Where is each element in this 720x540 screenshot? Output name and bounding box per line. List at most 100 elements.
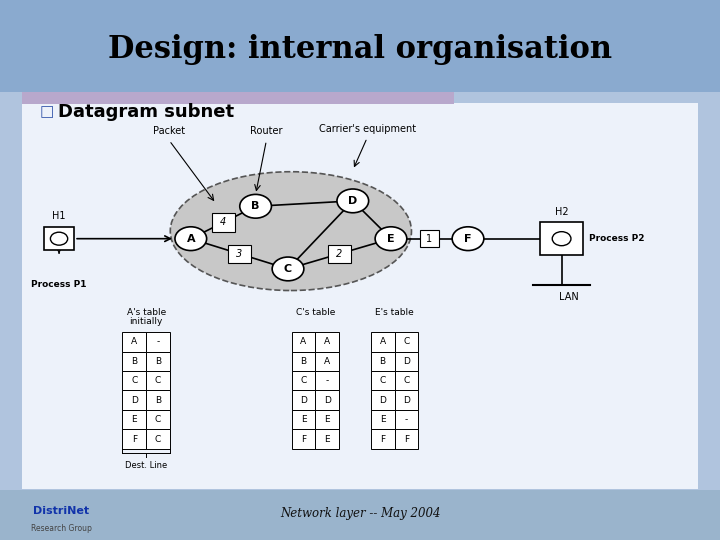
Bar <box>371 332 395 352</box>
Text: H1: H1 <box>53 211 66 221</box>
Bar <box>395 332 418 352</box>
Text: D: D <box>131 396 138 404</box>
Text: C: C <box>155 376 161 385</box>
Text: F: F <box>132 435 137 443</box>
Text: B: B <box>155 357 161 366</box>
Bar <box>122 410 146 429</box>
Circle shape <box>272 257 304 281</box>
FancyBboxPatch shape <box>328 245 351 263</box>
Text: Network layer -- May 2004: Network layer -- May 2004 <box>280 507 440 519</box>
Circle shape <box>452 227 484 251</box>
Bar <box>146 371 170 390</box>
Text: D: D <box>403 396 410 404</box>
Text: F: F <box>404 435 409 443</box>
Bar <box>146 332 170 352</box>
Bar <box>371 429 395 449</box>
Bar <box>315 371 339 390</box>
Text: Datagram subnet: Datagram subnet <box>58 103 234 121</box>
Bar <box>122 352 146 371</box>
Bar <box>0 490 720 540</box>
Text: E: E <box>380 415 385 424</box>
Bar <box>292 390 315 410</box>
Text: A: A <box>186 234 195 244</box>
Text: 2: 2 <box>336 249 343 259</box>
Bar <box>540 222 583 255</box>
Text: C: C <box>300 376 307 385</box>
Text: Process P1: Process P1 <box>31 280 87 289</box>
Bar <box>315 332 339 352</box>
Text: A: A <box>131 338 138 346</box>
Text: D: D <box>348 196 357 206</box>
Bar <box>395 352 418 371</box>
Text: B: B <box>131 357 138 366</box>
Text: D: D <box>403 357 410 366</box>
Text: Carrier's equipment: Carrier's equipment <box>319 124 415 134</box>
Text: C: C <box>284 264 292 274</box>
Text: B: B <box>155 396 161 404</box>
Text: DistriNet: DistriNet <box>33 506 89 516</box>
FancyBboxPatch shape <box>212 213 235 232</box>
Text: C: C <box>155 435 161 443</box>
Text: A: A <box>324 357 330 366</box>
Text: C: C <box>403 376 410 385</box>
Text: F: F <box>464 234 472 244</box>
Text: Research Group: Research Group <box>31 524 91 532</box>
Text: 1: 1 <box>426 234 433 244</box>
Text: C: C <box>379 376 386 385</box>
Text: D: D <box>300 396 307 404</box>
Bar <box>22 103 698 489</box>
Text: B: B <box>300 357 307 366</box>
Bar <box>122 429 146 449</box>
Text: A's table: A's table <box>127 308 166 317</box>
Text: initially: initially <box>130 316 163 326</box>
Bar <box>122 390 146 410</box>
Circle shape <box>552 232 571 246</box>
Text: LAN: LAN <box>559 292 579 302</box>
Text: D: D <box>324 396 330 404</box>
Bar <box>315 352 339 371</box>
Bar <box>315 429 339 449</box>
Ellipse shape <box>170 172 412 291</box>
Bar <box>146 352 170 371</box>
Bar <box>371 410 395 429</box>
Text: Design: internal organisation: Design: internal organisation <box>108 34 612 65</box>
Bar <box>371 352 395 371</box>
Bar <box>44 227 74 250</box>
Text: E: E <box>132 415 137 424</box>
Text: □: □ <box>40 104 54 119</box>
Bar <box>292 429 315 449</box>
Bar <box>146 390 170 410</box>
Bar <box>395 410 418 429</box>
Bar <box>292 371 315 390</box>
Text: E: E <box>301 415 306 424</box>
Text: Router: Router <box>250 126 283 136</box>
Text: C: C <box>155 415 161 424</box>
Text: Dest. Line: Dest. Line <box>125 461 167 470</box>
Text: C: C <box>403 338 410 346</box>
Bar <box>292 352 315 371</box>
Bar <box>146 410 170 429</box>
FancyBboxPatch shape <box>420 230 439 247</box>
Text: Packet: Packet <box>153 126 185 136</box>
Text: D: D <box>379 396 386 404</box>
FancyBboxPatch shape <box>228 245 251 263</box>
Bar <box>292 410 315 429</box>
Text: E: E <box>387 234 395 244</box>
Bar <box>315 390 339 410</box>
Text: E's table: E's table <box>375 308 414 317</box>
Text: C: C <box>131 376 138 385</box>
Bar <box>395 371 418 390</box>
Bar <box>146 429 170 449</box>
Circle shape <box>175 227 207 251</box>
Text: A: A <box>324 338 330 346</box>
Text: -: - <box>405 415 408 424</box>
Bar <box>22 92 454 104</box>
Circle shape <box>50 232 68 245</box>
Bar <box>371 390 395 410</box>
Circle shape <box>375 227 407 251</box>
Text: E: E <box>325 415 330 424</box>
Text: A: A <box>300 338 307 346</box>
Bar <box>292 332 315 352</box>
Bar <box>395 390 418 410</box>
Circle shape <box>240 194 271 218</box>
